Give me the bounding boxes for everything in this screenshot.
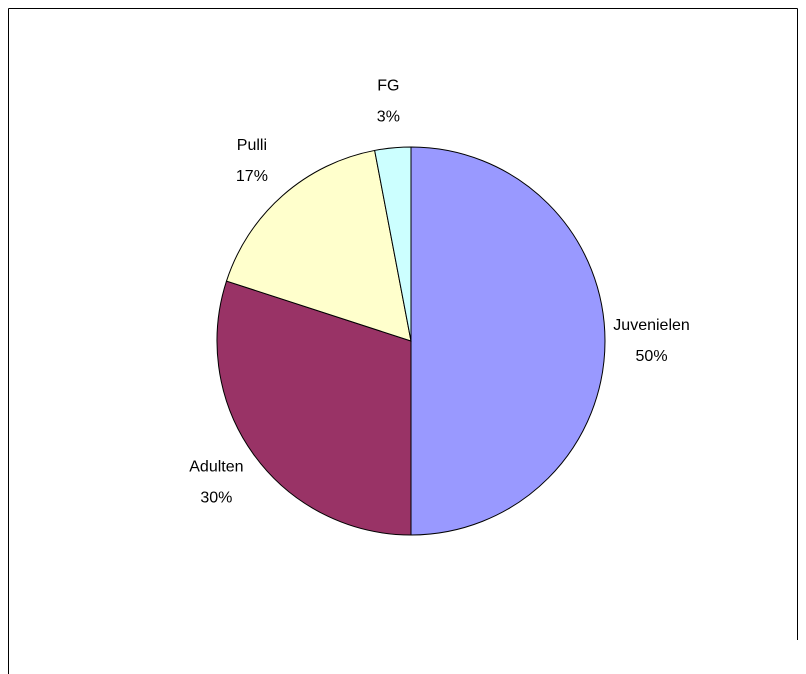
- slice-label: Juvenielen: [613, 317, 690, 334]
- slice-value-label: 3%: [377, 109, 400, 126]
- slice-label: Pulli: [237, 137, 267, 154]
- slice-value-label: 17%: [236, 168, 268, 185]
- pie-slice: [410, 146, 606, 536]
- pie-slice: [225, 149, 412, 342]
- pie-slice: [216, 280, 412, 536]
- slice-value-label: 30%: [200, 490, 232, 507]
- pie-slice: [374, 146, 412, 342]
- slice-value-label: 50%: [636, 348, 668, 365]
- slice-label: Adulten: [189, 459, 243, 476]
- slice-label: FG: [377, 78, 399, 95]
